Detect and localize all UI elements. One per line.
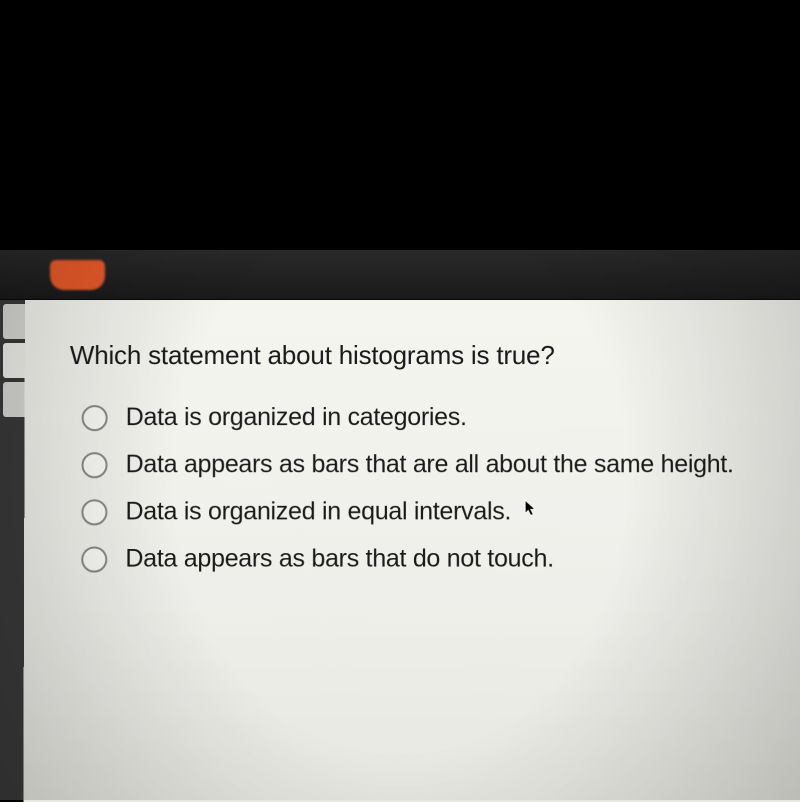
- radio-icon[interactable]: [81, 452, 107, 478]
- question-panel: Which statement about histograms is true…: [23, 300, 800, 802]
- dark-toolbar: [0, 250, 800, 300]
- left-tab[interactable]: [3, 304, 25, 339]
- option-label: Data appears as bars that do not touch.: [125, 544, 554, 573]
- left-tab-strip: [0, 300, 25, 800]
- option-label-text: Data is organized in equal intervals.: [125, 497, 511, 525]
- question-prompt: Which statement about histograms is true…: [70, 340, 770, 371]
- option-row[interactable]: Data appears as bars that do not touch.: [81, 544, 771, 573]
- cursor-icon: [524, 499, 538, 523]
- toolbar-accent-icon: [50, 260, 105, 290]
- options-list: Data is organized in categories. Data ap…: [69, 403, 771, 574]
- left-tab[interactable]: [3, 382, 25, 417]
- option-row[interactable]: Data is organized in equal intervals.: [81, 497, 770, 526]
- radio-icon[interactable]: [82, 405, 108, 431]
- option-label: Data is organized in categories.: [126, 403, 467, 432]
- option-row[interactable]: Data is organized in categories.: [82, 403, 771, 432]
- radio-icon[interactable]: [81, 499, 107, 525]
- screen-area: Which statement about histograms is true…: [0, 250, 800, 800]
- option-label: Data is organized in equal intervals.: [125, 497, 537, 526]
- option-label: Data appears as bars that are all about …: [126, 450, 734, 479]
- radio-icon[interactable]: [81, 546, 107, 572]
- left-tab[interactable]: [3, 343, 25, 378]
- option-row[interactable]: Data appears as bars that are all about …: [81, 450, 770, 479]
